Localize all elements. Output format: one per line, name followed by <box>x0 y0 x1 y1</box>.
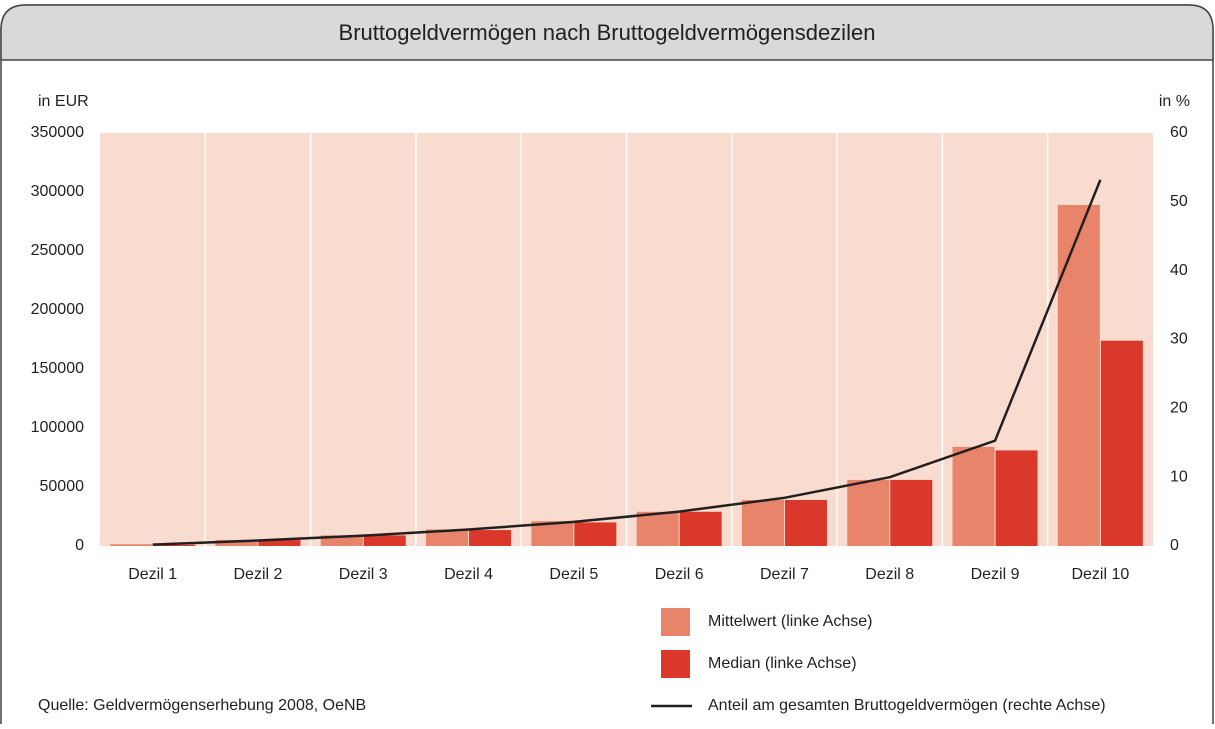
legend-label: Anteil am gesamten Bruttogeldvermögen (r… <box>708 697 1106 714</box>
title-bar <box>0 4 1214 61</box>
bar <box>363 535 406 546</box>
x-tick-label: Dezil 9 <box>971 566 1020 583</box>
x-tick-label: Dezil 10 <box>1071 566 1129 583</box>
bar <box>952 446 995 546</box>
legend-label: Median (linke Achse) <box>708 655 857 672</box>
x-tick-label: Dezil 2 <box>233 566 282 583</box>
bar <box>995 450 1038 546</box>
y-tick-label: 350000 <box>31 124 84 141</box>
x-tick-label: Dezil 7 <box>760 566 809 583</box>
bar <box>574 522 617 546</box>
bar <box>469 530 512 546</box>
y2-tick-label: 60 <box>1170 124 1188 141</box>
bar <box>1100 340 1143 546</box>
bar <box>110 544 153 546</box>
x-tick-label: Dezil 1 <box>128 566 177 583</box>
y-tick-label: 200000 <box>31 301 84 318</box>
y2-tick-label: 30 <box>1170 331 1188 348</box>
legend-swatch <box>661 608 690 636</box>
x-tick-label: Dezil 8 <box>865 566 914 583</box>
bar <box>426 529 469 546</box>
bar <box>258 540 301 546</box>
y2-tick-label: 40 <box>1170 262 1188 279</box>
bar <box>784 499 827 546</box>
y-tick-label: 100000 <box>31 419 84 436</box>
x-tick-label: Dezil 3 <box>339 566 388 583</box>
line <box>152 179 1102 546</box>
y2-tick-label: 0 <box>1170 537 1179 554</box>
chart-title: Bruttogeldvermögen nach Bruttogeldvermög… <box>339 20 876 45</box>
bar <box>636 511 679 546</box>
y2-axis-label: in % <box>1159 93 1190 110</box>
y-tick-label: 150000 <box>31 360 84 377</box>
y2-tick-label: 20 <box>1170 400 1188 417</box>
y-tick-label: 50000 <box>40 478 85 495</box>
bar <box>320 535 363 546</box>
source: Quelle: Geldvermögenserhebung 2008, OeNB <box>38 697 366 714</box>
bar <box>847 479 890 546</box>
bar <box>890 479 933 546</box>
y-axis-label: in EUR <box>38 93 89 110</box>
bar <box>679 511 722 546</box>
bar <box>741 499 784 546</box>
legend-swatch <box>661 650 690 678</box>
bar <box>1057 204 1100 547</box>
y-tick-label: 300000 <box>31 183 84 200</box>
bar <box>215 540 258 546</box>
y-tick-label: 250000 <box>31 242 84 259</box>
y-tick-label: 0 <box>75 537 84 554</box>
x-tick-label: Dezil 6 <box>655 566 704 583</box>
x-tick-label: Dezil 5 <box>549 566 598 583</box>
x-tick-label: Dezil 4 <box>444 566 493 583</box>
legend-label: Mittelwert (linke Achse) <box>708 613 873 630</box>
y2-tick-label: 50 <box>1170 193 1188 210</box>
bar <box>153 544 196 546</box>
y2-tick-label: 10 <box>1170 468 1188 485</box>
